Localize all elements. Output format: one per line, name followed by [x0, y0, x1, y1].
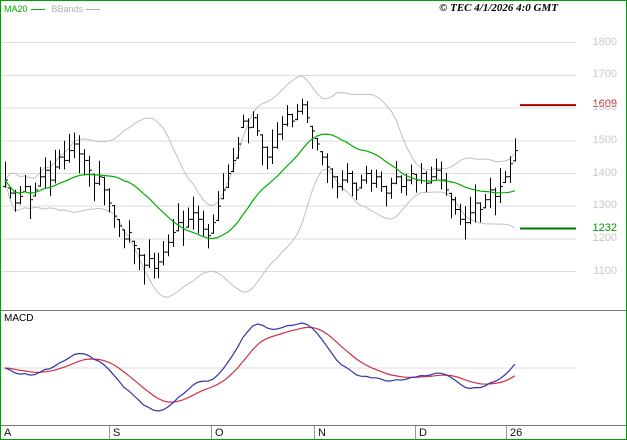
bbands-label: BBands [51, 4, 84, 14]
macd-panel-label: MACD [4, 313, 34, 324]
legend: MA20 BBands [4, 4, 101, 14]
month-tick [415, 426, 416, 439]
copyright-text: © TEC 4/1/2026 4:0 GMT [439, 2, 558, 14]
time-axis: A S O N D 26 [1, 425, 626, 439]
month-label: N [318, 427, 326, 439]
chart-header: MA20 BBands © TEC 4/1/2026 4:0 GMT [1, 1, 626, 18]
ma20-line-swatch [30, 8, 45, 10]
price-chart-canvas [1, 42, 626, 311]
bbands-line-swatch [86, 8, 101, 10]
month-tick [109, 426, 110, 439]
month-label: D [419, 427, 427, 439]
month-label: 26 [510, 427, 523, 439]
macd-canvas [1, 322, 576, 412]
month-label: S [113, 427, 121, 439]
month-tick [506, 426, 507, 439]
month-label: A [4, 427, 12, 439]
legend-bbands: BBands [52, 4, 101, 14]
legend-ma20: MA20 [4, 4, 45, 14]
month-label: O [215, 427, 224, 439]
month-tick [211, 426, 212, 439]
month-tick [314, 426, 315, 439]
ma20-label: MA20 [4, 4, 28, 14]
